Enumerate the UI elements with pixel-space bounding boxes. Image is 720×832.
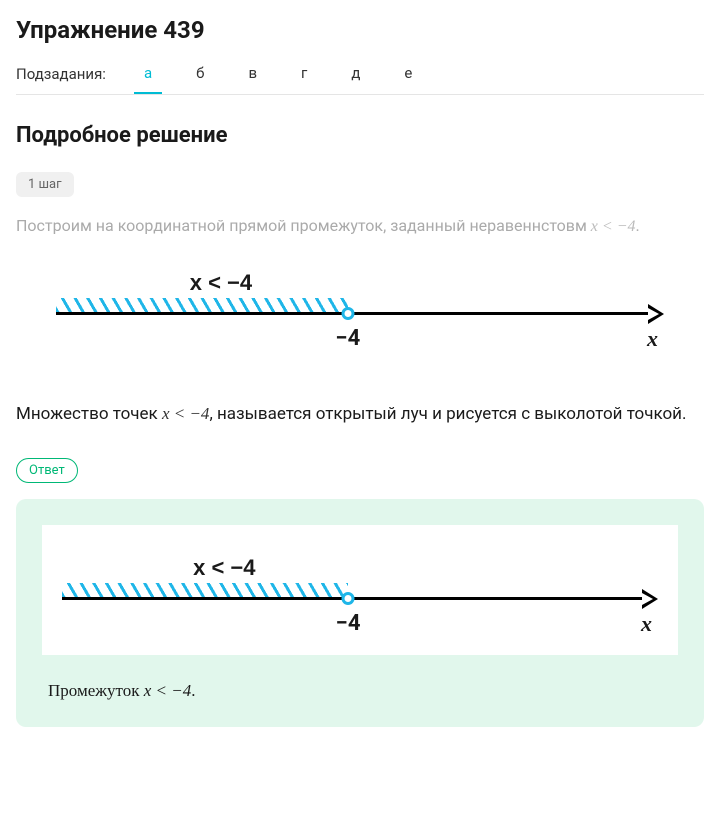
tab-v[interactable]: в [238, 64, 267, 94]
x-axis-label-2: x [641, 611, 652, 637]
inequality-label-2: x < −4 [193, 555, 255, 581]
step-text: Построим на координатной прямой промежут… [16, 213, 704, 240]
answer-panel: x < −4 −4 x Промежуток x < −4. [16, 499, 704, 727]
step-text-suffix: . [636, 216, 640, 235]
tab-e[interactable]: е [394, 64, 422, 94]
inequality-label: x < −4 [190, 270, 252, 296]
answer-suffix: . [191, 681, 195, 700]
subtasks-label: Подзадания: [16, 65, 106, 93]
answer-expr: x < −4 [144, 681, 192, 700]
explain-prefix: Множество точек [16, 404, 162, 424]
x-axis-label: x [647, 326, 658, 352]
open-point-2 [342, 592, 355, 605]
solution-heading: Подробное решение [16, 123, 704, 148]
numberline-figure-2: x < −4 −4 x [42, 525, 678, 655]
tab-a[interactable]: а [134, 64, 162, 94]
answer-prefix: Промежуток [48, 681, 144, 700]
open-point [341, 307, 354, 320]
subtasks-bar: Подзадания: а б в г д е [16, 64, 704, 95]
arrow-right-icon [648, 304, 664, 324]
tab-g[interactable]: г [291, 64, 317, 94]
step-badge: 1 шаг [16, 172, 74, 197]
step-text-prefix: Построим на координатной прямой промежут… [16, 216, 591, 235]
number-line-axis [56, 312, 654, 315]
answer-badge: Ответ [16, 458, 78, 483]
explain-expr: x < −4 [162, 404, 210, 423]
step-expr: x < −4 [591, 218, 636, 235]
explain-suffix: , называется открытый луч и рисуется с в… [209, 404, 686, 424]
hatch-region-2 [62, 583, 348, 597]
arrow-right-icon-2 [642, 589, 658, 609]
numberline-figure-1: x < −4 −4 x [16, 260, 704, 370]
tab-b[interactable]: б [186, 64, 214, 94]
tab-d[interactable]: д [341, 64, 370, 94]
number-line-axis-2 [62, 597, 648, 600]
tick-label: −4 [335, 326, 360, 351]
explanation-text: Множество точек x < −4, называется откры… [16, 398, 704, 430]
hatch-region [56, 298, 348, 312]
answer-text: Промежуток x < −4. [42, 675, 678, 701]
tick-label-2: −4 [336, 611, 361, 636]
page-title: Упражнение 439 [16, 16, 704, 44]
